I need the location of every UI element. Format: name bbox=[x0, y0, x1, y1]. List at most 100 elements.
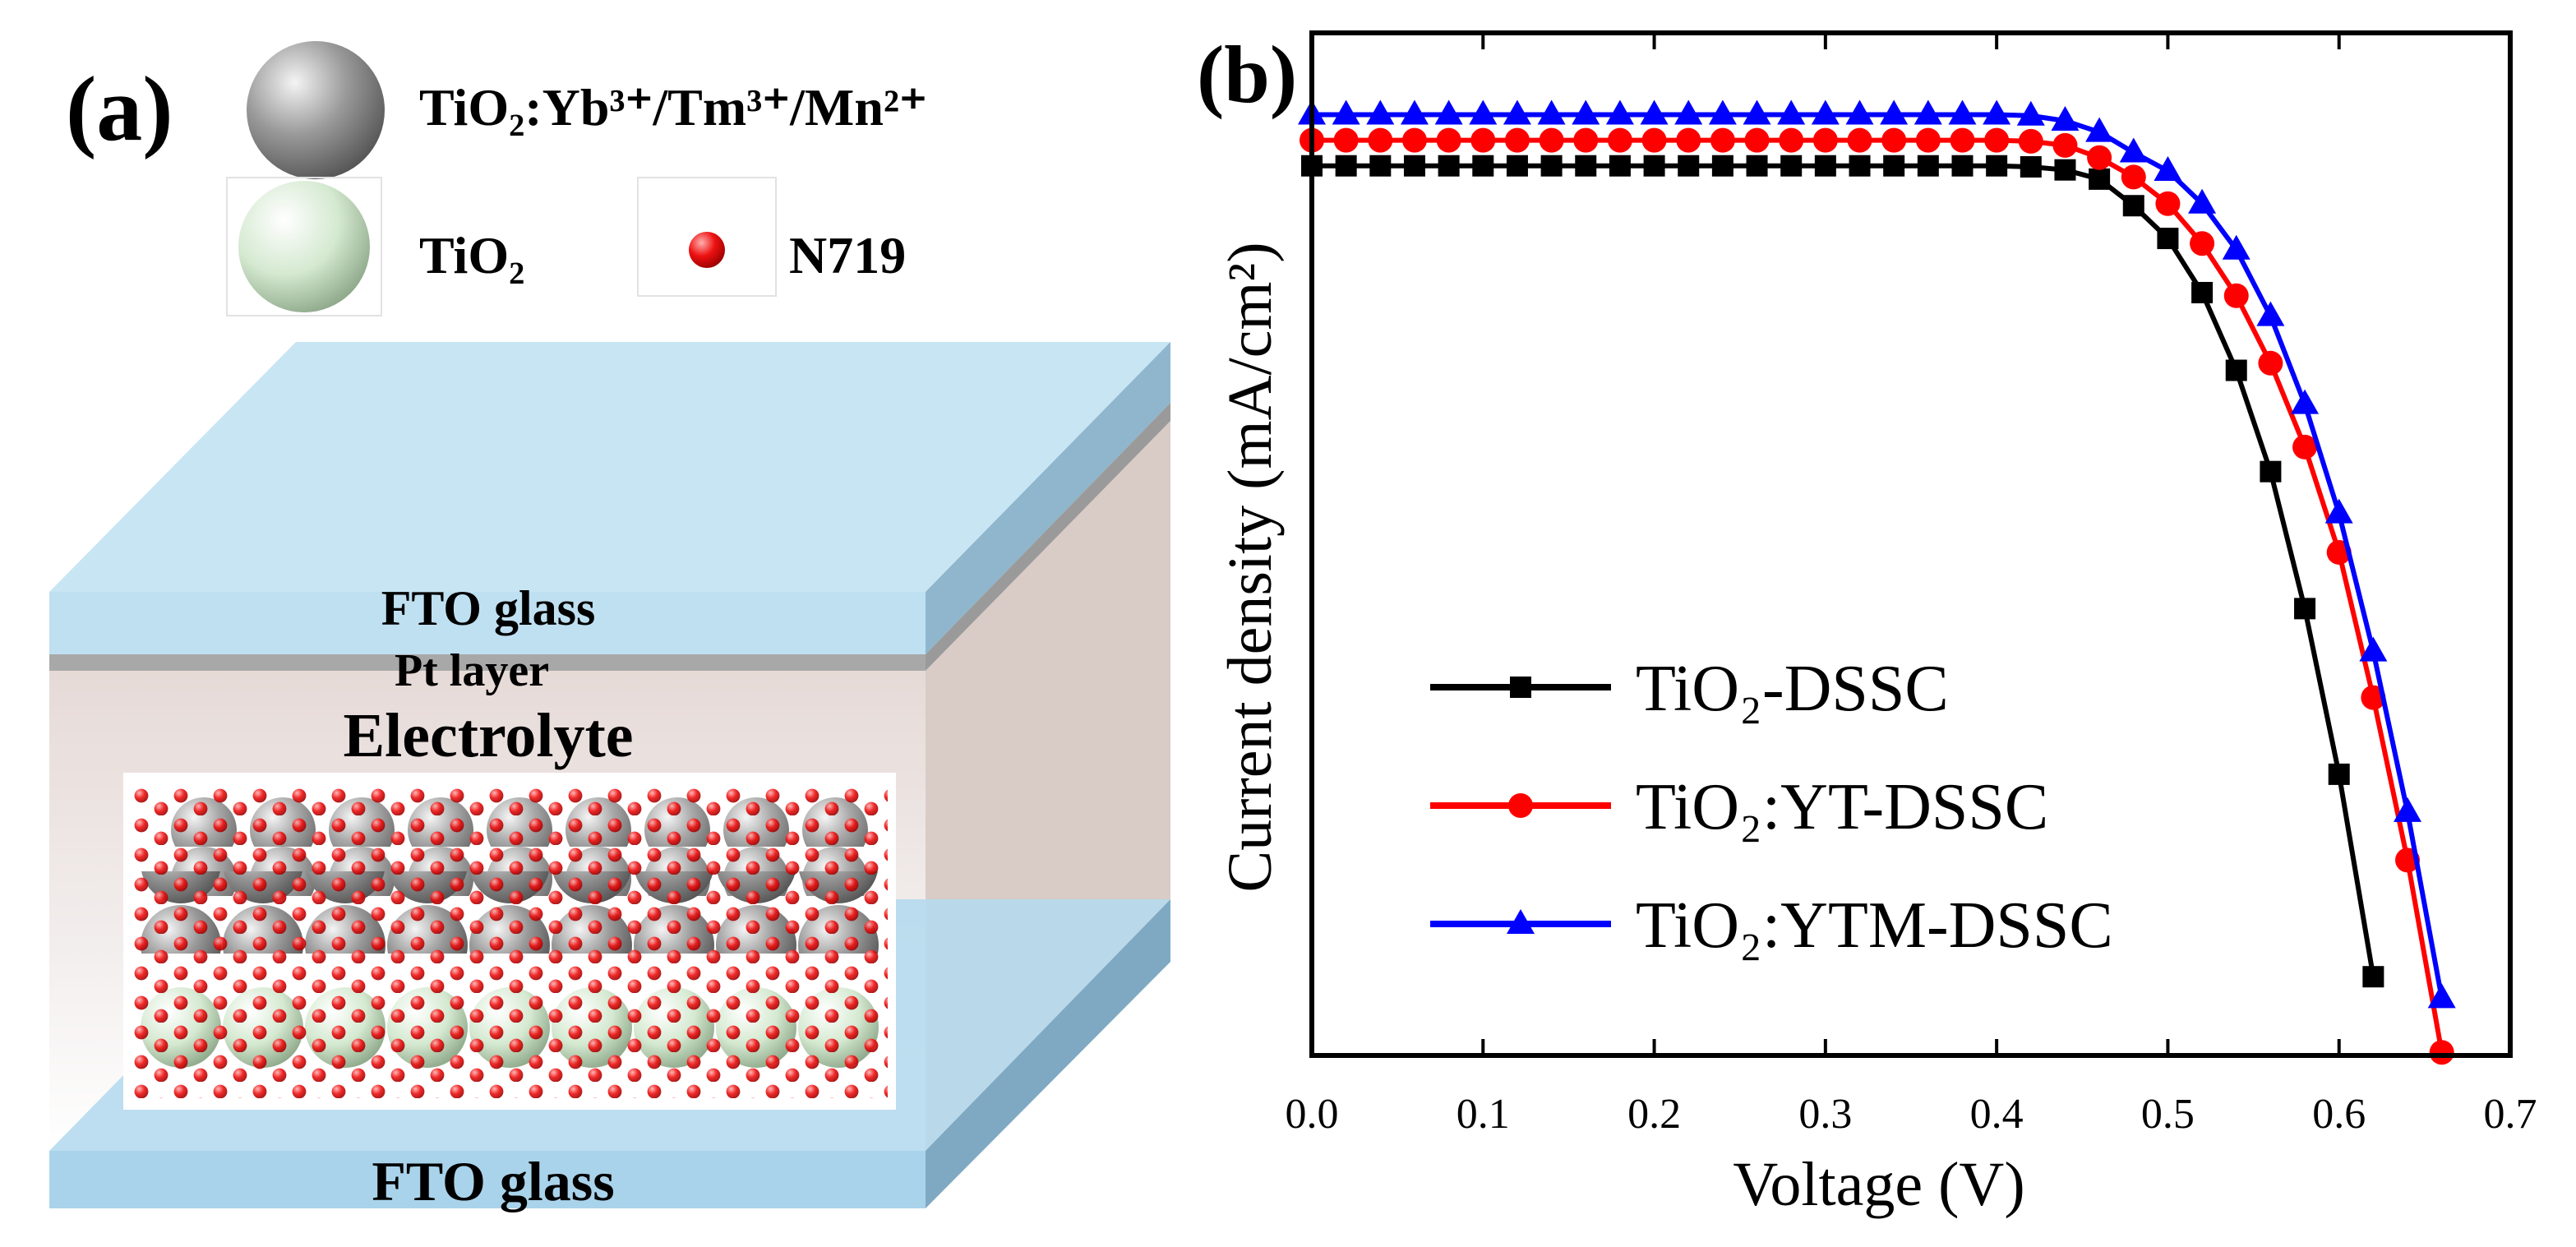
marker bbox=[1506, 155, 1528, 177]
marker bbox=[2222, 234, 2251, 260]
x-tick-label: 0.2 bbox=[1627, 1091, 1681, 1138]
marker bbox=[1743, 99, 1771, 125]
marker bbox=[1575, 155, 1597, 177]
series-line bbox=[1312, 163, 2376, 977]
top-glass-side bbox=[926, 342, 1170, 654]
legend-label: TiO₂ bbox=[419, 226, 524, 284]
top-glass-face bbox=[49, 342, 1170, 592]
legend-marker bbox=[1510, 677, 1531, 698]
marker bbox=[1504, 127, 1530, 153]
marker bbox=[2291, 389, 2320, 414]
marker bbox=[1366, 99, 1395, 125]
marker bbox=[1676, 127, 1701, 153]
marker bbox=[2087, 145, 2112, 170]
marker bbox=[2427, 983, 2456, 1009]
marker bbox=[1917, 155, 1939, 177]
marker bbox=[2054, 159, 2076, 181]
marker bbox=[2223, 283, 2249, 308]
marker bbox=[1400, 99, 1429, 125]
plot-frame bbox=[1309, 30, 2513, 1058]
marker bbox=[1811, 99, 1840, 125]
marker bbox=[1472, 155, 1494, 177]
panel-a: (a) TiO₂:Yb³⁺/Tm³⁺/Mn²⁺ TiO₂ N719 FTO gl… bbox=[49, 41, 1170, 1212]
marker bbox=[2258, 350, 2283, 376]
marker bbox=[1332, 99, 1360, 125]
marker bbox=[2359, 636, 2388, 662]
marker bbox=[1814, 155, 1836, 177]
marker bbox=[2294, 598, 2316, 620]
marker bbox=[1777, 99, 1806, 125]
marker bbox=[1845, 99, 1874, 125]
marker bbox=[1881, 127, 1907, 153]
marker bbox=[1914, 99, 1942, 125]
layer-label: FTO glass bbox=[381, 581, 596, 635]
marker bbox=[1436, 127, 1461, 153]
marker bbox=[1983, 99, 2011, 125]
marker bbox=[1984, 127, 2010, 153]
dye-molecules bbox=[132, 786, 888, 1098]
marker bbox=[2020, 155, 2042, 178]
marker bbox=[2190, 231, 2215, 256]
marker bbox=[2016, 100, 2045, 126]
bottom-glass-front bbox=[49, 1151, 926, 1208]
marker bbox=[1403, 155, 1425, 177]
marker bbox=[1915, 127, 1941, 153]
marker bbox=[1849, 155, 1871, 177]
x-tick-label: 0.3 bbox=[1798, 1091, 1852, 1138]
marker bbox=[2292, 434, 2318, 460]
marker bbox=[1678, 155, 1700, 177]
legend-label: N719 bbox=[789, 226, 906, 284]
marker bbox=[2155, 191, 2181, 216]
marker bbox=[1780, 155, 1803, 177]
marker bbox=[1434, 99, 1463, 125]
panel-b: (b) Voltage (V) Current density (mA/cm²)… bbox=[1197, 29, 2537, 1219]
marker bbox=[2051, 105, 2080, 131]
legend-label: TiO₂:Yb³⁺/Tm³⁺/Mn²⁺ bbox=[419, 78, 927, 136]
green-sphere-icon bbox=[238, 181, 370, 312]
gray-sphere-icon bbox=[247, 41, 385, 179]
legend-label: TiO₂:YTM-DSSC bbox=[1636, 889, 2113, 962]
marker bbox=[2154, 155, 2182, 181]
marker bbox=[1572, 99, 1600, 125]
x-tick-label: 0.5 bbox=[2141, 1091, 2195, 1138]
marker bbox=[2362, 966, 2384, 988]
marker bbox=[1470, 127, 1496, 153]
x-tick-label: 0.1 bbox=[1457, 1091, 1510, 1138]
marker bbox=[1847, 127, 1872, 153]
marker bbox=[2018, 128, 2043, 154]
x-axis-label: Voltage (V) bbox=[1733, 1150, 2024, 1219]
x-tick-label: 0.0 bbox=[1286, 1091, 1339, 1138]
layer-label: Electrolyte bbox=[343, 701, 633, 770]
red-dot-icon bbox=[689, 232, 725, 268]
marker bbox=[2260, 460, 2282, 483]
marker bbox=[1883, 155, 1905, 177]
x-tick-label: 0.7 bbox=[2484, 1091, 2537, 1138]
marker bbox=[1368, 127, 1393, 153]
marker bbox=[2052, 132, 2078, 158]
marker bbox=[2394, 797, 2422, 822]
marker bbox=[1503, 99, 1531, 125]
panel-label: (b) bbox=[1197, 29, 1297, 120]
legend-marker bbox=[1508, 793, 1533, 818]
marker bbox=[1640, 99, 1669, 125]
marker bbox=[1948, 99, 1977, 125]
series-line bbox=[1312, 112, 2444, 999]
marker bbox=[1951, 155, 1974, 177]
marker bbox=[2085, 117, 2114, 142]
icon-box bbox=[637, 177, 777, 297]
legend-label: TiO₂-DSSC bbox=[1636, 653, 1949, 725]
marker bbox=[1605, 99, 1634, 125]
marker bbox=[1986, 155, 2008, 177]
marker bbox=[2119, 137, 2148, 163]
marker bbox=[2191, 281, 2214, 303]
marker bbox=[2188, 188, 2217, 214]
marker bbox=[1607, 127, 1632, 153]
x-tick-label: 0.4 bbox=[1970, 1091, 2024, 1138]
top-glass-front bbox=[49, 592, 926, 654]
bottom-glass-side bbox=[926, 899, 1170, 1208]
marker bbox=[1779, 127, 1804, 153]
layer-label: Pt layer bbox=[395, 645, 549, 696]
series-line bbox=[1312, 137, 2444, 1053]
